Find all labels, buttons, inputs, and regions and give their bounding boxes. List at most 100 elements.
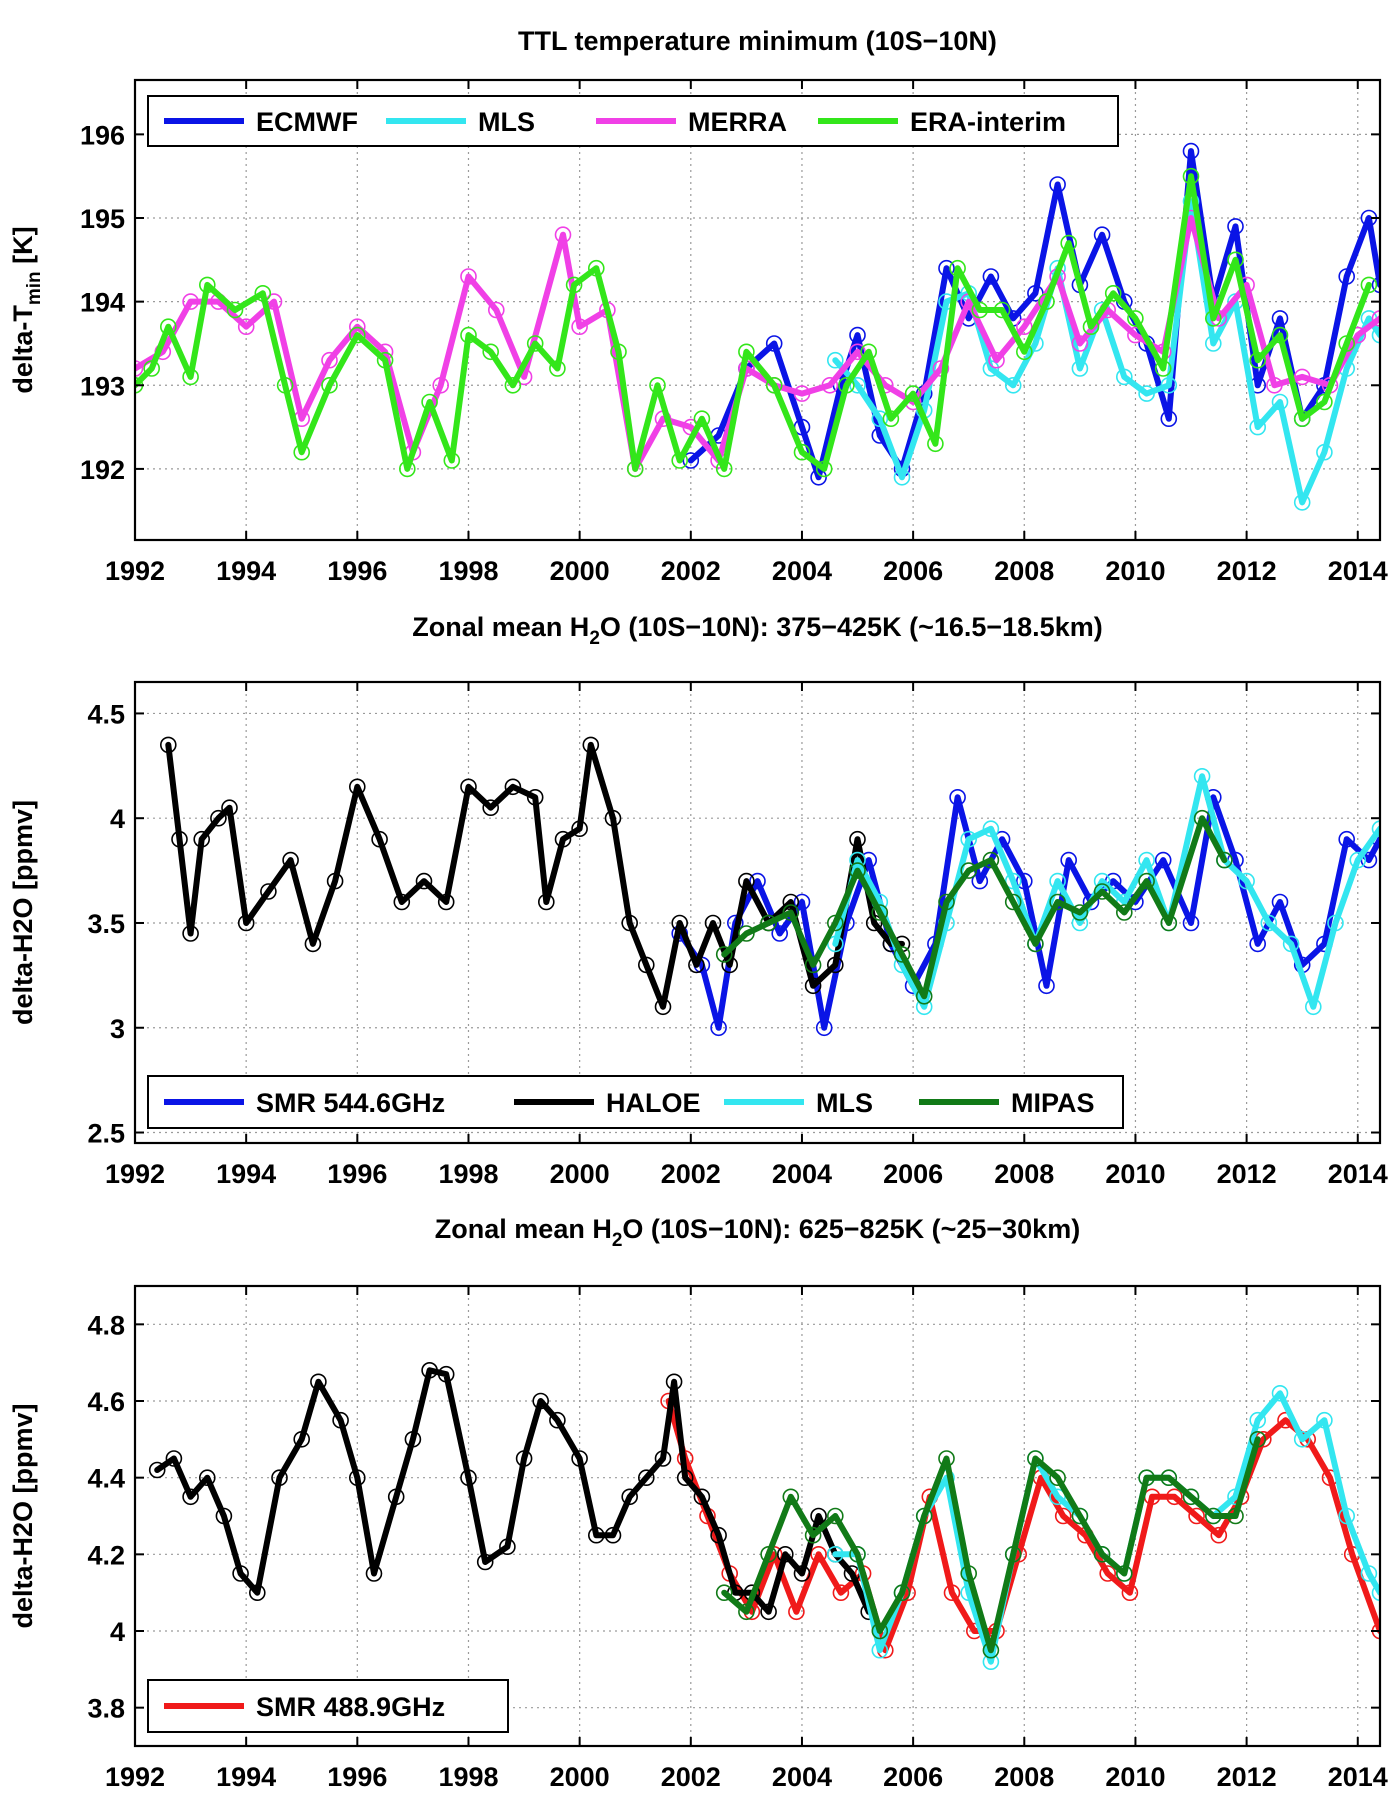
x-tick-label: 2012 [1217,1159,1277,1189]
axes-box [133,78,1382,542]
data-point-mipas [1093,883,1111,900]
data-point-mls [1071,360,1089,377]
data-point-merra [1266,376,1283,394]
data-point-mipas [1205,1507,1222,1525]
data-point-haloe [215,1507,233,1525]
data-point-haloe [232,1565,249,1582]
data-point-mls [1116,368,1133,386]
data-point-merra [1371,310,1380,327]
data-point-mls [1049,1488,1066,1506]
data-point-mipas [849,1546,866,1563]
x-tick-label: 1998 [438,1159,498,1189]
data-point-haloe [760,1603,777,1621]
data-point-era-interim [1182,167,1200,185]
data-point-mls [1371,326,1380,344]
data-point-haloe [826,956,844,974]
legend-label-mls: MLS [478,107,535,137]
data-point-smr-544-6ghz [710,1019,727,1037]
data-point-era-interim [1316,393,1333,411]
x-tick-label: 1996 [327,1159,387,1189]
data-point-mls [1138,385,1155,402]
data-point-mipas [1071,1507,1089,1525]
data-point-smr-544-6ghz [749,872,766,890]
data-point-mls [1316,443,1333,461]
data-point-ecmwf [810,468,827,486]
data-point-smr-544-6ghz [1271,893,1289,911]
data-point-mipas [982,1641,1000,1659]
data-point-mipas [1027,1450,1044,1467]
data-point-mipas [715,1584,733,1601]
data-point-haloe [849,830,866,848]
data-point-era-interim [1016,343,1033,361]
x-tick-label: 1994 [216,1762,276,1792]
data-point-haloe [721,956,739,974]
data-point-mls [1160,376,1178,394]
data-point-smr-544-6ghz [971,872,989,890]
data-point-haloe [404,1431,422,1448]
panel-3: Zonal mean H2O (10S−10N): 625−825K (~25−… [8,1214,1388,1792]
data-point-haloe [676,1469,694,1486]
y-tick-label: 4 [110,1617,125,1647]
data-point-era-interim [421,393,438,411]
data-point-mipas [893,1584,911,1601]
data-point-mls [826,935,844,953]
data-point-mipas [782,904,800,921]
data-point-haloe [210,809,227,827]
data-point-mls [982,820,1000,838]
data-point-merra [237,318,255,336]
x-tick-label: 2002 [661,556,721,586]
data-point-mipas [1138,872,1155,890]
data-point-ecmwf [682,452,700,469]
data-point-smr-488-9ghz [1210,1526,1228,1544]
y-tick-label: 4.5 [87,699,125,729]
y-tick-label: 193 [80,371,125,401]
data-point-mls [1193,767,1211,785]
data-point-haloe [621,914,639,932]
data-point-era-interim [293,443,311,461]
data-point-haloe [582,736,600,754]
data-point-haloe [526,788,544,806]
data-point-mls [1316,1411,1333,1429]
series-line-haloe [165,741,905,1010]
data-point-era-interim [504,376,522,394]
data-point-mls [893,468,911,486]
data-point-mipas [782,1488,800,1506]
data-point-era-interim [1060,234,1077,252]
data-point-era-interim [971,301,989,319]
data-point-smr-488-9ghz [1188,1507,1205,1525]
x-tick-label: 2006 [883,1159,943,1189]
data-point-mipas [915,987,933,1005]
data-point-mls [1271,393,1289,411]
data-point-era-interim [1338,335,1355,352]
data-point-mipas [1027,935,1044,953]
data-point-merra [932,360,950,377]
data-point-merra [432,376,450,394]
data-point-mls [1282,935,1300,953]
data-point-ecmwf [1093,226,1111,243]
y-tick-label: 3.8 [87,1694,125,1724]
data-point-haloe [693,1488,711,1506]
data-point-haloe [804,977,822,995]
data-point-haloe [148,1461,166,1479]
data-point-mipas [960,1565,978,1582]
data-point-smr-488-9ghz [1099,1565,1116,1582]
data-point-haloe [537,893,555,911]
data-point-smr-544-6ghz [1060,851,1077,869]
data-point-mipas [1216,851,1233,869]
data-point-mipas [871,1622,889,1640]
data-point-haloe [293,1431,311,1448]
y-axis-label: delta-H2O [ppmv] [8,800,38,1025]
series-line-mipas [721,1436,1261,1654]
x-tick-label: 2012 [1217,556,1277,586]
data-point-ecmwf [1160,410,1178,428]
y-tick-label: 4.6 [87,1387,125,1417]
data-point-mls [1205,335,1222,352]
data-point-mipas [1160,914,1178,932]
data-point-mipas [826,914,844,932]
data-point-mipas [893,946,911,963]
data-point-merra [1016,318,1033,336]
x-tick-label: 2004 [772,1159,832,1189]
x-tick-label: 2002 [661,1762,721,1792]
